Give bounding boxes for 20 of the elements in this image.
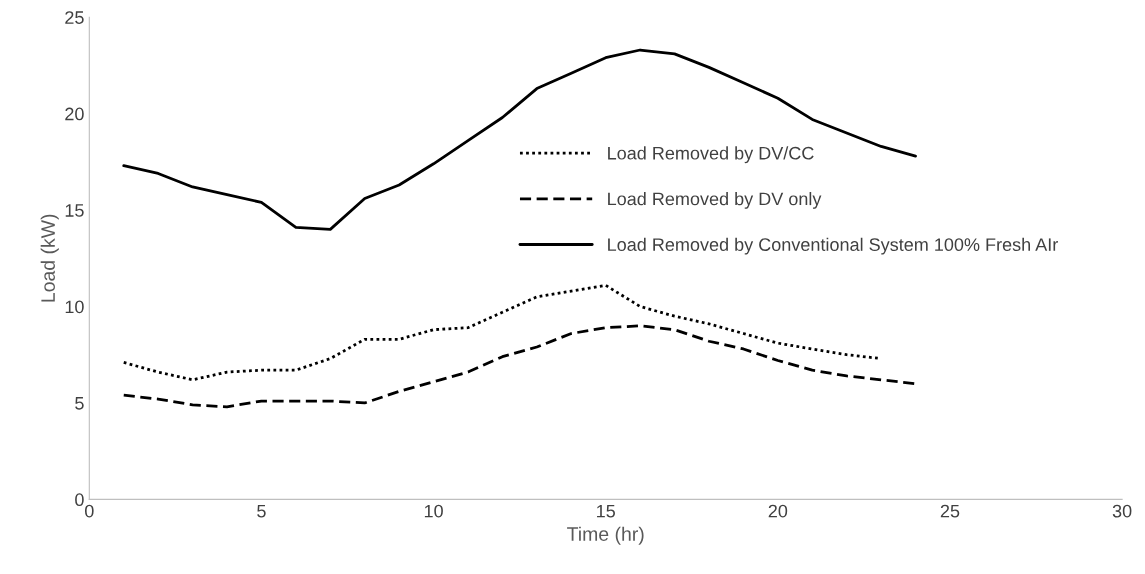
y-tick-label: 25 [65,11,84,24]
legend-label: Load Removed by DV only [608,192,822,209]
legend-label: Load Removed by DV/CC [608,146,814,164]
x-tick-label: 30 [1112,504,1132,518]
x-tick-label: 15 [597,504,615,518]
y-tick-label: 5 [75,397,84,410]
x-tick-label: 20 [768,504,788,518]
line-series [122,48,917,231]
x-tick-label: 25 [940,504,960,518]
y-tick-label: 0 [75,493,84,507]
y-tick-label: 10 [65,300,84,314]
x-tick-label: 0 [85,504,94,518]
y-tick-label: 20 [65,107,84,121]
x-tick-label: 10 [424,504,443,518]
x-axis-title: Time (hr) [567,526,644,545]
x-tick-label: 5 [257,504,266,518]
y-axis-title: Load (kW) [40,214,59,302]
y-tick-label: 15 [65,204,84,217]
line-series [122,324,917,409]
legend-label: Load Removed by Conventional System 100% Fresh AIr [608,237,1058,255]
